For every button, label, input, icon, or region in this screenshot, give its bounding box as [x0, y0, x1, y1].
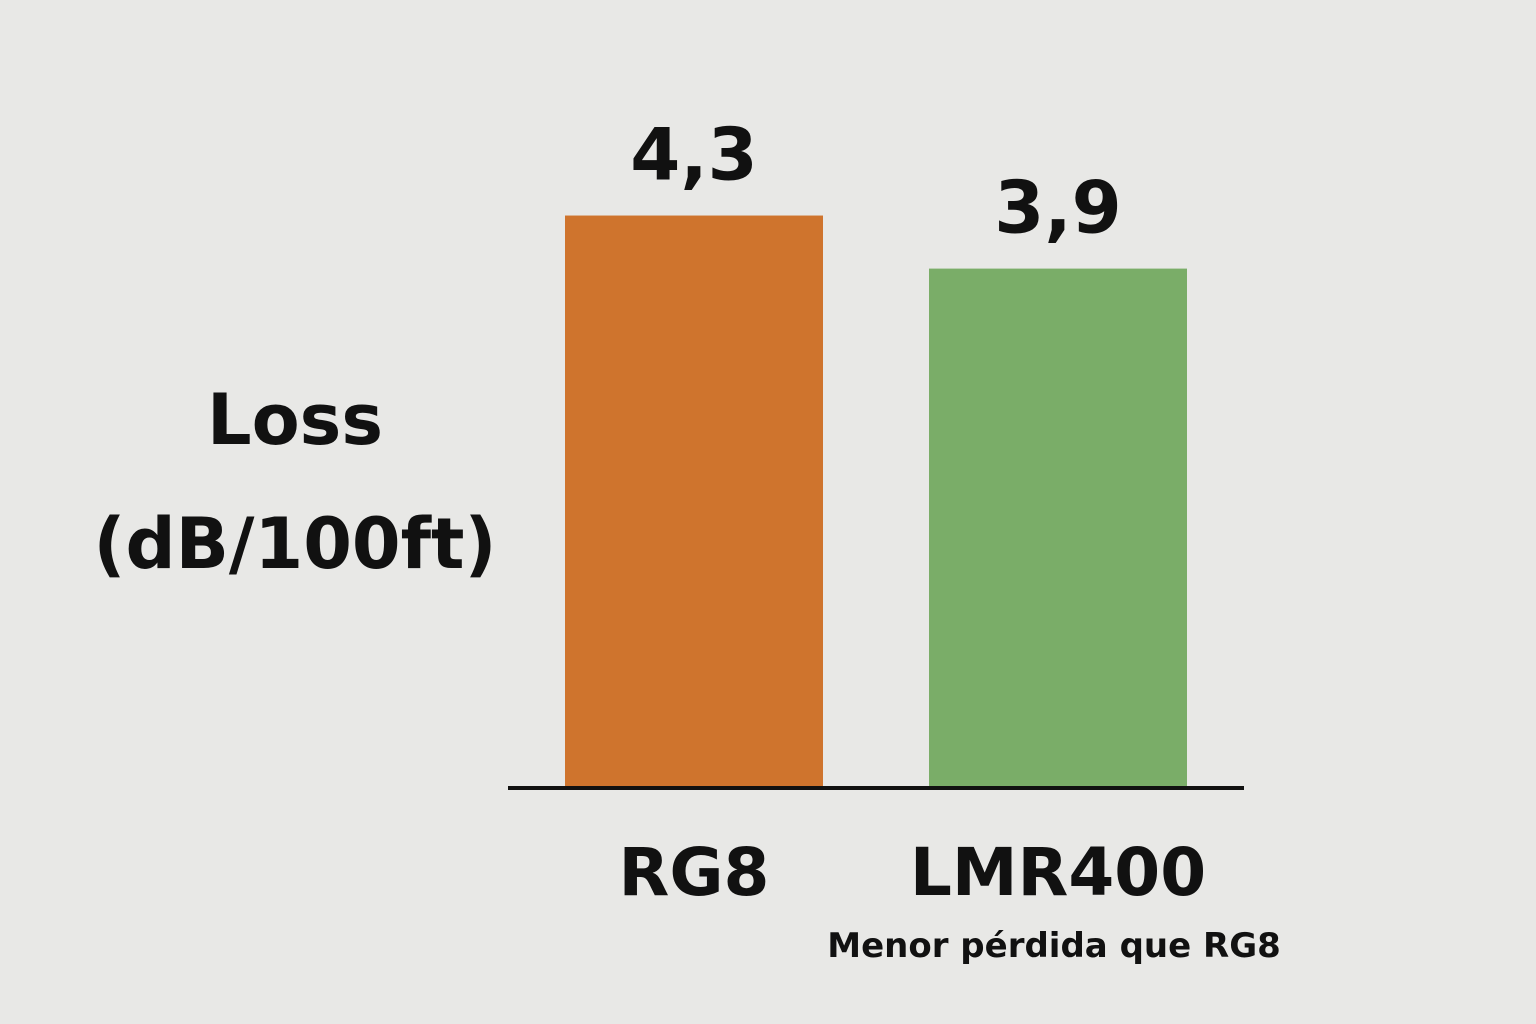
x-tick-label: LMR400 — [910, 834, 1206, 911]
bar — [929, 268, 1187, 787]
bar — [565, 215, 823, 787]
value-label: 4,3 — [630, 113, 758, 197]
value-label: 3,9 — [994, 166, 1122, 250]
annotation: Menor pérdida que RG8 — [827, 926, 1281, 966]
y-axis-label: Loss (dB/100ft) — [93, 379, 497, 585]
x-tick-label: RG8 — [619, 834, 770, 911]
